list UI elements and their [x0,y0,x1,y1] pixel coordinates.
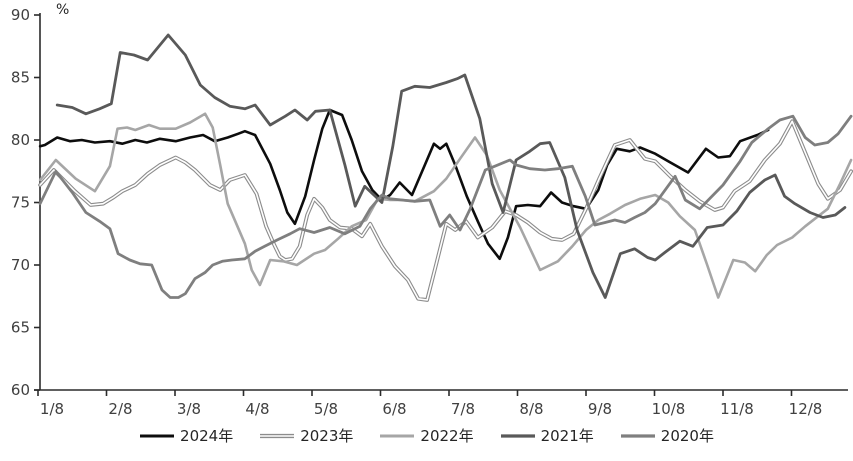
legend-label: 2023年 [300,427,354,445]
x-tick-label: 3/8 [177,400,201,418]
legend-item-2024年: 2024年 [139,425,233,446]
x-tick-label: 6/8 [382,400,406,418]
x-tick-label: 7/8 [451,400,475,418]
y-tick-label: 65 [11,319,30,337]
x-tick-label: 4/8 [245,400,269,418]
x-tick-label: 11/8 [720,400,754,418]
legend-item-2023年: 2023年 [259,425,353,446]
legend-swatch [140,434,175,437]
y-tick-label: 80 [11,131,30,149]
series-line-core-2023年 [39,120,852,301]
legend-label: 2021年 [540,427,594,445]
x-tick-label: 1/8 [40,400,64,418]
legend-swatch [500,433,535,438]
x-tick-label: 5/8 [314,400,338,418]
y-tick-label: 85 [11,69,30,87]
legend-label: 2024年 [180,427,234,445]
series-line-2024年 [38,108,770,261]
legend-item-2022年: 2022年 [379,425,474,446]
y-tick-label: 75 [11,194,30,212]
chart-legend: 2024年 2023年 2022年 2021年 2020年 [0,425,853,446]
x-tick-label: 8/8 [519,400,543,418]
series-line-2023年 [38,119,853,302]
legend-swatch [620,433,655,438]
y-tick-label: 90 [11,6,30,24]
y-tick-label: 60 [11,381,30,399]
legend-swatch [380,434,415,437]
x-tick-label: 10/8 [652,400,686,418]
series-line-2022年 [38,112,853,299]
legend-item-2021年: 2021年 [500,425,594,446]
legend-label: 2020年 [660,427,714,445]
legend-label: 2022年 [420,427,474,445]
x-tick-label: 12/8 [789,400,823,418]
y-axis-unit-label: % [56,2,70,18]
y-tick-label: 70 [11,256,30,274]
legend-item-2020年: 2020年 [620,425,714,446]
legend-swatch [260,433,295,438]
series-line-2020年 [38,114,853,299]
x-tick-label: 2/8 [108,400,132,418]
series-line-2021年 [55,33,847,299]
x-tick-label: 9/8 [588,400,612,418]
